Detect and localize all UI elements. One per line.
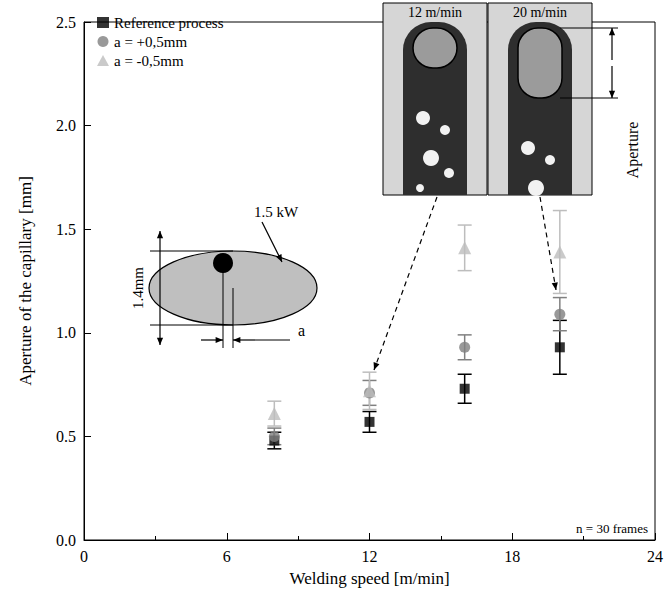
svg-text:a: a <box>298 322 305 339</box>
svg-text:20 m/min: 20 m/min <box>513 5 567 20</box>
svg-text:a = +0,5mm: a = +0,5mm <box>114 34 187 50</box>
svg-text:18: 18 <box>504 548 520 565</box>
svg-text:0: 0 <box>80 548 88 565</box>
svg-text:a = -0,5mm: a = -0,5mm <box>114 53 184 69</box>
svg-text:n = 30 frames: n = 30 frames <box>576 521 648 536</box>
svg-text:24: 24 <box>647 548 663 565</box>
svg-text:1.5 kW: 1.5 kW <box>254 204 299 220</box>
svg-text:Welding speed [m/min]: Welding speed [m/min] <box>289 569 449 588</box>
svg-text:2.0: 2.0 <box>56 117 76 134</box>
svg-text:0.0: 0.0 <box>56 532 76 549</box>
svg-text:1.4mm: 1.4mm <box>130 267 146 309</box>
svg-text:2.5: 2.5 <box>56 14 76 31</box>
svg-text:Aperture: Aperture <box>624 122 642 179</box>
svg-text:Aperture of the capillary [mm]: Aperture of the capillary [mm] <box>16 176 35 386</box>
svg-text:0.5: 0.5 <box>56 428 76 445</box>
svg-text:Reference process: Reference process <box>114 15 224 31</box>
svg-text:12: 12 <box>362 548 378 565</box>
svg-text:6: 6 <box>223 548 231 565</box>
svg-text:1.5: 1.5 <box>56 221 76 238</box>
svg-text:12 m/min: 12 m/min <box>408 5 462 20</box>
svg-text:1.0: 1.0 <box>56 324 76 341</box>
